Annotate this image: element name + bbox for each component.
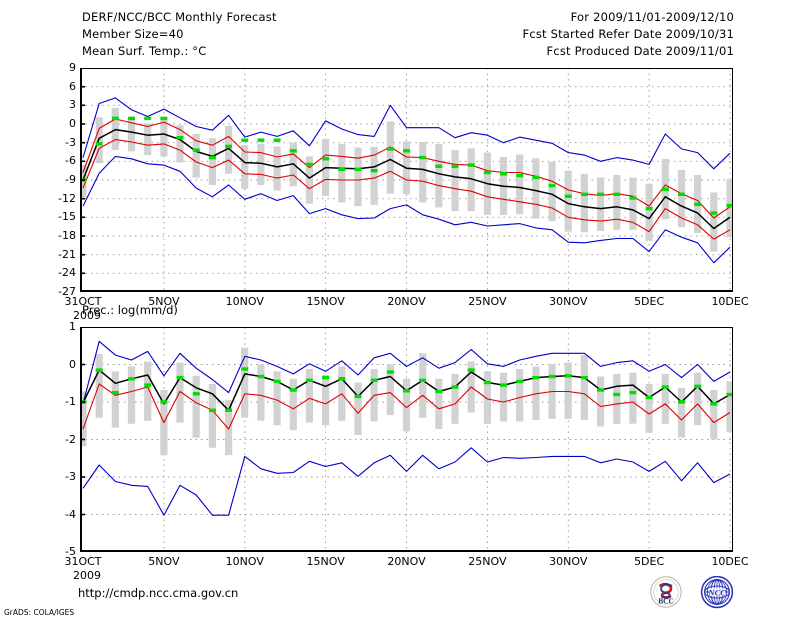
header-variable: Mean Surf. Temp.: °C: [82, 44, 207, 58]
header-produced-date: Fcst Produced Date 2009/11/01: [546, 44, 734, 58]
header-member-size: Member Size=40: [82, 27, 184, 41]
x-axis-year-label: 2009: [73, 569, 101, 582]
x-tick-label: 15NOV: [306, 555, 345, 568]
series-upper-quartile: [82, 383, 731, 430]
ncc-logo-icon: NCC: [700, 576, 734, 609]
website-url[interactable]: http://cmdp.ncc.cma.gov.cn: [78, 586, 239, 600]
svg-text:BCC: BCC: [658, 597, 674, 606]
svg-text:NCC: NCC: [707, 587, 726, 597]
series-ensemble-max: [82, 340, 731, 405]
x-axis-year-label: 2009: [73, 309, 101, 322]
x-tick-label: 5DEC: [634, 295, 665, 308]
agency-logos: BCC NCC: [646, 576, 750, 610]
y-tick-label: -4: [65, 507, 76, 521]
series-lower-quartile: [82, 139, 731, 240]
x-tick-label: 15NOV: [306, 295, 345, 308]
x-tick-label: 10NOV: [225, 555, 264, 568]
header-title: DERF/NCC/BCC Monthly Forecast: [82, 10, 277, 24]
x-tick-label: 30NOV: [549, 555, 588, 568]
x-tick-label: 10DEC: [711, 555, 749, 568]
x-tick-label: 31OCT: [64, 555, 102, 568]
y-tick-label: -6: [65, 154, 76, 168]
series-ensemble-min: [82, 447, 731, 516]
precipitation-panel-title: Prec.: log(mm/d): [82, 303, 178, 317]
x-tick-label: 20NOV: [387, 295, 426, 308]
y-tick-label: -18: [58, 229, 76, 242]
bcc-logo-icon: BCC: [650, 576, 682, 608]
y-tick-label: 9: [69, 61, 76, 74]
y-tick-label: -15: [58, 210, 76, 224]
y-tick-label: -3: [65, 135, 76, 149]
y-tick-label: -27: [58, 285, 76, 298]
logo-group-svg: BCC NCC: [650, 576, 734, 609]
x-tick-label: 20NOV: [387, 555, 426, 568]
chart-surface-temperature: [80, 68, 733, 292]
series-ensemble-min: [82, 155, 731, 264]
y-tick-label: 1: [69, 320, 76, 333]
chart-precipitation: [80, 327, 733, 552]
y-tick-label: -24: [58, 266, 76, 280]
header-refer-date: Fcst Started Refer Date 2009/10/31: [522, 27, 734, 41]
grads-credit: GrADS: COLA/IGES: [4, 608, 75, 617]
x-tick-label: 10DEC: [711, 295, 749, 308]
series-ensemble-max: [82, 97, 731, 170]
y-tick-label: -9: [65, 173, 76, 186]
y-tick-label: -21: [58, 247, 76, 261]
temperature-plot-canvas: [80, 68, 733, 292]
x-tick-label: 31OCT: [64, 295, 102, 308]
temperature-plot-frame: [80, 68, 733, 292]
y-tick-label: -1: [65, 395, 76, 408]
series-observed-marks: [80, 116, 733, 215]
series-ensemble-mean: [82, 128, 731, 230]
header-forecast-period: For 2009/11/01-2009/12/10: [570, 10, 734, 24]
x-tick-label: 10NOV: [225, 295, 264, 308]
x-tick-label: 30NOV: [549, 295, 588, 308]
y-tick-label: -3: [65, 470, 76, 483]
y-tick-label: 0: [69, 357, 76, 371]
y-tick-label: 0: [69, 117, 76, 130]
x-tick-label: 25NOV: [468, 295, 507, 308]
x-tick-label: 5NOV: [148, 555, 180, 568]
y-tick-label: -2: [65, 432, 76, 446]
y-tick-label: -5: [65, 545, 76, 558]
y-tick-label: 3: [69, 98, 76, 112]
y-tick-label: -12: [58, 191, 76, 205]
x-tick-label: 25NOV: [468, 555, 507, 568]
x-tick-label: 5NOV: [148, 295, 180, 308]
series-observed-marks: [80, 367, 733, 413]
series-upper-quartile: [82, 118, 731, 219]
y-tick-label: 6: [69, 79, 76, 93]
x-tick-label: 5DEC: [634, 555, 665, 568]
precipitation-plot-frame: [80, 327, 733, 552]
